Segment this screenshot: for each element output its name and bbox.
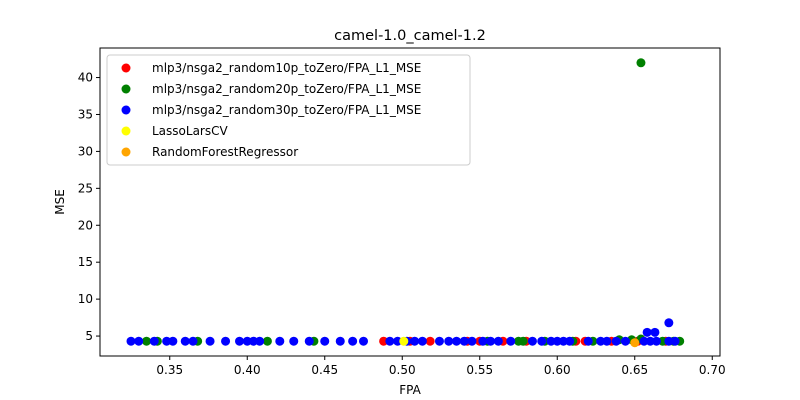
x-tick-label: 0.40 <box>234 363 261 377</box>
data-point <box>645 336 655 346</box>
data-point <box>379 336 389 346</box>
y-tick-label: 35 <box>78 107 93 121</box>
legend-marker <box>121 126 131 136</box>
data-point <box>180 336 190 346</box>
data-point <box>611 336 621 346</box>
x-tick-label: 0.35 <box>156 363 183 377</box>
data-point <box>385 336 395 346</box>
data-point <box>452 336 461 346</box>
data-point <box>651 336 661 346</box>
x-axis-label: FPA <box>399 383 421 397</box>
y-tick-label: 25 <box>78 181 93 195</box>
x-tick-label: 0.55 <box>466 363 493 377</box>
y-tick-label: 10 <box>78 292 93 306</box>
y-tick-label: 30 <box>78 144 93 158</box>
x-tick-label: 0.45 <box>311 363 338 377</box>
chart-title: camel-1.0_camel-1.2 <box>334 28 486 44</box>
data-point <box>134 336 144 346</box>
data-point <box>359 336 368 346</box>
y-axis: 5 10 15 20 25 30 35 40 <box>78 71 100 343</box>
data-point <box>664 336 674 346</box>
data-point <box>417 336 427 346</box>
data-point <box>393 336 403 346</box>
data-point <box>205 336 215 346</box>
legend-label: mlp3/nsga2_random10p_toZero/FPA_L1_MSE <box>152 61 421 75</box>
data-point <box>596 336 606 346</box>
data-point <box>620 336 630 346</box>
data-point <box>658 336 668 346</box>
data-point <box>467 336 477 346</box>
data-point <box>434 336 444 346</box>
data-point <box>552 336 562 346</box>
data-point <box>248 336 258 346</box>
data-point <box>188 336 198 346</box>
y-axis-label: MSE <box>53 189 67 215</box>
data-point <box>493 336 503 346</box>
y-tick-label: 20 <box>78 218 93 232</box>
data-point <box>289 336 299 346</box>
data-point <box>642 327 652 337</box>
data-point <box>235 336 244 346</box>
legend-box <box>106 54 471 166</box>
plot-area <box>99 47 721 357</box>
data-point <box>630 338 640 348</box>
data-point <box>506 336 516 346</box>
data-point <box>546 336 556 346</box>
data-point <box>262 336 272 346</box>
data-point <box>636 58 646 68</box>
legend-label: mlp3/nsga2_random20p_toZero/FPA_L1_MSE <box>152 82 421 96</box>
y-tick-label: 15 <box>78 255 93 269</box>
y-tick-label: 5 <box>85 329 93 343</box>
x-tick-label: 0.70 <box>699 363 726 377</box>
plot-frame <box>99 47 721 357</box>
legend: mlp3/nsga2_random10p_toZero/FPA_L1_MSEml… <box>106 54 471 166</box>
data-point <box>410 336 420 346</box>
data-point <box>486 336 496 346</box>
legend-marker <box>121 63 131 73</box>
legend-marker <box>121 147 131 157</box>
legend-marker <box>121 84 131 94</box>
data-point <box>518 336 528 346</box>
data-point <box>639 336 649 346</box>
data-point <box>149 336 159 346</box>
data-point <box>459 336 469 346</box>
data-point <box>320 336 330 346</box>
x-tick-label: 0.50 <box>389 363 416 377</box>
data-point <box>537 336 547 346</box>
data-point <box>162 336 172 346</box>
data-point <box>664 318 674 328</box>
x-axis: 0.35 0.40 0.45 0.50 0.55 0.60 0.65 0.70 <box>156 356 726 377</box>
data-point <box>168 336 178 346</box>
data-point <box>126 336 136 346</box>
legend-marker <box>121 105 131 115</box>
x-tick-label: 0.65 <box>621 363 648 377</box>
data-point <box>348 336 358 346</box>
legend-label: LassoLarsCV <box>152 124 228 138</box>
x-tick-label: 0.60 <box>544 363 571 377</box>
y-tick-label: 40 <box>78 71 93 85</box>
data-point <box>565 336 575 346</box>
legend-label: mlp3/nsga2_random30p_toZero/FPA_L1_MSE <box>152 103 421 117</box>
data-point <box>142 336 151 346</box>
data-point <box>335 336 345 346</box>
data-point <box>602 336 612 346</box>
data-point <box>650 327 660 337</box>
data-point <box>478 336 488 346</box>
data-points <box>126 58 685 348</box>
data-point <box>670 336 680 346</box>
data-point <box>399 336 409 346</box>
data-point <box>242 336 252 346</box>
data-point <box>255 336 265 346</box>
data-point <box>304 336 314 346</box>
data-point <box>275 336 285 346</box>
data-point <box>558 336 568 346</box>
data-point <box>444 336 454 346</box>
data-point <box>527 336 537 346</box>
legend-label: RandomForestRegressor <box>152 145 298 159</box>
data-point <box>583 336 593 346</box>
data-point <box>221 336 231 346</box>
data-point <box>425 336 435 346</box>
